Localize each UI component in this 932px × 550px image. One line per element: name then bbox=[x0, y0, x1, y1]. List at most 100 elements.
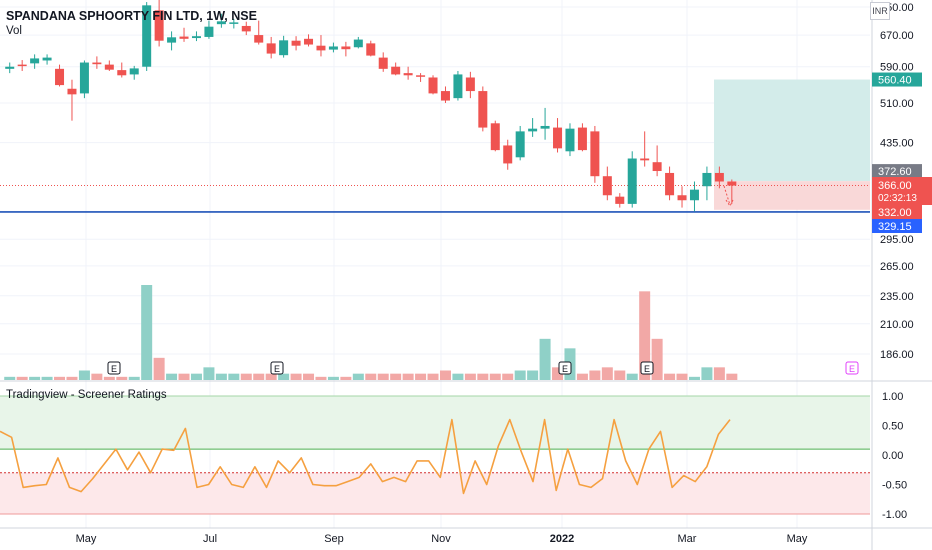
currency-badge[interactable]: INR bbox=[870, 2, 890, 20]
candle-body bbox=[79, 62, 89, 94]
candle-body bbox=[229, 22, 239, 24]
candle-body bbox=[241, 25, 251, 32]
volume-bar bbox=[4, 376, 16, 380]
price-axis-tick: 670.00 bbox=[880, 30, 914, 42]
candle-body bbox=[316, 45, 326, 51]
volume-bar bbox=[228, 373, 240, 380]
earnings-marker-box bbox=[845, 361, 859, 375]
candle-body bbox=[117, 70, 127, 76]
earnings-marker-label: E bbox=[849, 364, 855, 374]
candle-body bbox=[590, 131, 600, 177]
candle-body bbox=[92, 62, 102, 65]
volume-bar bbox=[240, 373, 252, 380]
time-axis-label: Mar bbox=[678, 533, 697, 545]
candle-body bbox=[565, 128, 575, 152]
volume-bar bbox=[327, 376, 339, 380]
earnings-marker[interactable]: E bbox=[640, 361, 654, 375]
target-price-label: 560.40 bbox=[878, 75, 912, 87]
candle-body bbox=[304, 38, 314, 45]
volume-bar bbox=[502, 373, 514, 380]
candle-body bbox=[5, 66, 15, 69]
earnings-marker[interactable]: E bbox=[845, 361, 859, 375]
volume-bar bbox=[340, 376, 352, 380]
volume-bar bbox=[265, 373, 277, 380]
candle-body bbox=[602, 176, 612, 196]
candle-body bbox=[154, 10, 164, 41]
price-axis-tick: 210.00 bbox=[880, 319, 914, 331]
countdown-label: 02:32:13 bbox=[878, 193, 917, 204]
candle-body bbox=[553, 127, 563, 149]
volume-bar bbox=[664, 373, 676, 380]
volume-bar bbox=[377, 373, 389, 380]
earnings-marker[interactable]: E bbox=[558, 361, 572, 375]
candle-body bbox=[727, 181, 737, 186]
time-axis-label: May bbox=[787, 533, 808, 545]
volume-bar bbox=[215, 373, 227, 380]
volume-bar bbox=[41, 376, 53, 380]
volume-bar bbox=[303, 373, 315, 380]
volume-bar bbox=[128, 376, 140, 380]
price-axis-tick: 435.00 bbox=[880, 138, 914, 150]
volume-bar bbox=[178, 373, 190, 380]
volume-bar bbox=[203, 367, 215, 380]
candle-body bbox=[30, 58, 40, 64]
candle-body bbox=[17, 64, 27, 67]
candle-body bbox=[403, 73, 413, 76]
candle-body bbox=[702, 172, 712, 187]
volume-bar bbox=[726, 373, 738, 380]
volume-bar bbox=[103, 376, 115, 380]
volume-bar bbox=[477, 373, 489, 380]
target-zone bbox=[714, 79, 870, 182]
candle-body bbox=[615, 196, 625, 204]
volume-bar bbox=[639, 291, 651, 380]
earnings-marker-label: E bbox=[562, 364, 568, 374]
support-price-label-bg bbox=[872, 219, 922, 233]
volume-bar bbox=[576, 373, 588, 380]
earnings-marker-label: E bbox=[111, 364, 117, 374]
volume-bar bbox=[352, 373, 364, 380]
price-axis-tick: 590.00 bbox=[880, 62, 914, 74]
volume-bar bbox=[78, 370, 90, 380]
entry-price-label: 372.60 bbox=[878, 166, 912, 178]
candle-body bbox=[378, 57, 388, 69]
candle-body bbox=[104, 64, 114, 70]
support-price-label: 329.15 bbox=[878, 221, 912, 233]
earnings-marker[interactable]: E bbox=[270, 361, 284, 375]
volume-bar bbox=[427, 373, 439, 380]
volume-bar bbox=[253, 373, 265, 380]
negative-zone bbox=[0, 472, 870, 514]
candle-body bbox=[254, 35, 264, 43]
volume-bar bbox=[402, 373, 414, 380]
volume-bar bbox=[29, 376, 41, 380]
candle-body bbox=[279, 40, 289, 56]
volume-bar bbox=[489, 373, 501, 380]
candle-body bbox=[266, 43, 276, 54]
time-axis-label: 2022 bbox=[550, 533, 574, 545]
volume-bar bbox=[190, 373, 202, 380]
last-price-label: 366.00 bbox=[878, 180, 912, 192]
time-axis-label: Nov bbox=[431, 533, 451, 545]
volume-bar bbox=[688, 376, 700, 380]
candle-body bbox=[341, 46, 351, 50]
candle-body bbox=[453, 74, 463, 99]
candle-body bbox=[652, 162, 662, 172]
volume-bar bbox=[713, 367, 725, 380]
volume-bar bbox=[552, 367, 564, 380]
volume-bar bbox=[16, 376, 28, 380]
entry-price-label-bg bbox=[872, 164, 922, 179]
candle-body bbox=[515, 131, 525, 158]
indicator-axis-tick: 1.00 bbox=[882, 391, 903, 403]
candle-body bbox=[291, 40, 301, 46]
time-axis-label: May bbox=[76, 533, 97, 545]
volume-bar bbox=[290, 373, 302, 380]
volume-bar bbox=[66, 376, 78, 380]
stop-price-label: 332.00 bbox=[878, 207, 912, 219]
earnings-marker[interactable]: E bbox=[107, 361, 121, 375]
volume-label: Vol bbox=[6, 25, 22, 37]
candle-body bbox=[577, 127, 587, 151]
volume-bar bbox=[439, 370, 451, 380]
last-price-label-bg bbox=[872, 177, 932, 205]
candle-body bbox=[478, 91, 488, 128]
candle-body bbox=[67, 88, 77, 95]
